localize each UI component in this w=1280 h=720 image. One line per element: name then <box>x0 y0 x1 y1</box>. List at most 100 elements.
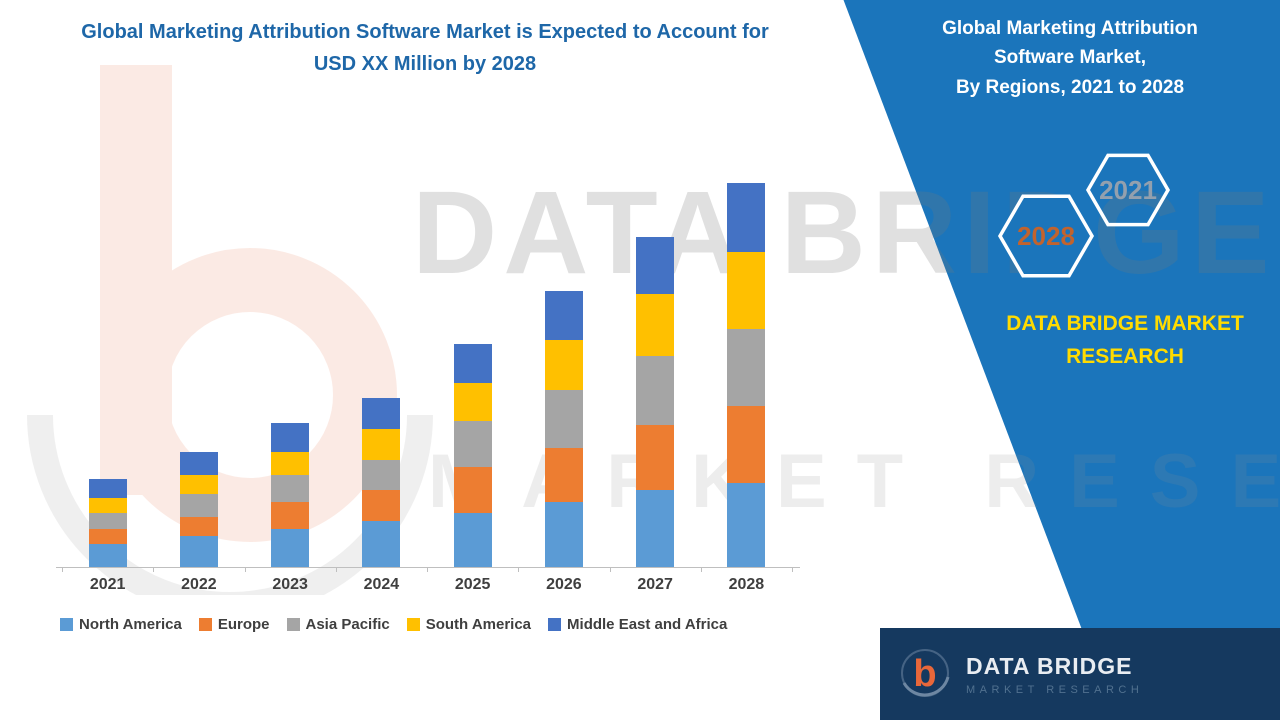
footer-logo-circle <box>901 649 949 697</box>
bar-segment-2028 <box>727 183 766 253</box>
x-axis-tick <box>427 567 428 572</box>
bar-segment-2024 <box>362 398 401 429</box>
bar-segment-2021 <box>88 544 127 567</box>
bar-segment-2023 <box>271 528 310 567</box>
stacked-bar-2024 <box>362 398 401 567</box>
legend-swatch <box>198 618 212 631</box>
bar-segment-2027 <box>636 424 675 491</box>
bar-segment-2026 <box>544 340 583 391</box>
footer-brand-subtitle: MARKET RESEARCH <box>966 683 1144 696</box>
brand-wordmark-line2: RESEARCH <box>1066 344 1184 368</box>
legend-item-asia-pacific: Asia Pacific <box>286 616 390 633</box>
legend-label: Middle East and Africa <box>567 616 728 633</box>
bar-segment-2022 <box>179 494 218 518</box>
bar-segment-2026 <box>544 501 583 567</box>
bar-slot-2028 <box>701 167 792 567</box>
legend-label: South America <box>425 616 532 633</box>
bar-segment-2021 <box>88 497 127 514</box>
legend-swatch <box>406 618 420 631</box>
x-axis-tick <box>700 567 702 572</box>
bar-segment-2028 <box>727 482 766 567</box>
legend-swatch <box>286 618 300 631</box>
bar-slot-2024 <box>336 167 427 567</box>
bar-segment-2027 <box>636 294 675 356</box>
page-title: Global Marketing Attribution Software Ma… <box>10 16 840 80</box>
x-tick-label-2025: 2025 <box>454 576 491 593</box>
bar-segment-2026 <box>544 390 583 448</box>
x-tick-label-2021: 2021 <box>89 576 126 593</box>
bar-segment-2026 <box>544 447 583 502</box>
legend-item-europe: Europe <box>198 616 270 633</box>
x-axis-tick <box>153 567 155 572</box>
bar-segment-2022 <box>179 474 218 495</box>
x-axis-labels: 2021 2022 2023 2024 2025 2026 2027 2028 <box>62 576 792 594</box>
hexagon-2021-label: 2021 <box>1099 175 1157 205</box>
bar-segment-2022 <box>179 536 218 567</box>
bar-segment-2021 <box>88 513 127 529</box>
bar-segment-2024 <box>362 459 401 491</box>
stacked-bar-2025 <box>453 344 492 567</box>
hexagon-2021 <box>1085 153 1171 227</box>
bar-segment-2025 <box>453 421 492 468</box>
hexagon-2028-label: 2028 <box>1017 221 1075 251</box>
watermark-text-databridge: DATA BRIDGE <box>412 167 1276 299</box>
x-axis-tick <box>792 567 793 572</box>
chart-legend: North America Europe Asia Pacific South Ame… <box>60 616 727 633</box>
bar-segment-2024 <box>362 520 401 567</box>
bar-segment-2025 <box>453 513 492 567</box>
x-axis-tick <box>335 567 337 572</box>
bar-segment-2025 <box>453 382 492 422</box>
x-axis-tick <box>244 567 246 572</box>
bar-slot-2025 <box>427 167 518 567</box>
bar-segment-2026 <box>544 290 583 341</box>
bar-segment-2025 <box>453 467 492 514</box>
legend-item-middle-east-and-africa: Middle East and Africa <box>548 616 727 633</box>
stacked-bar-2023 <box>271 423 310 567</box>
bar-segment-2023 <box>271 423 310 452</box>
x-tick-label-2023: 2023 <box>272 576 308 593</box>
x-tick-label-2028: 2028 <box>728 576 765 593</box>
bar-segment-2028 <box>727 405 766 483</box>
legend-swatch <box>548 618 562 631</box>
bar-segment-2027 <box>636 490 675 567</box>
x-tick-label-2026: 2026 <box>546 576 582 593</box>
x-tick-label-2022: 2022 <box>181 576 217 593</box>
bar-segment-2023 <box>271 451 310 475</box>
watermark-b-bowl <box>103 248 397 542</box>
bar-segment-2024 <box>362 428 401 460</box>
bar-segment-2027 <box>636 236 675 295</box>
side-panel-title: Global Marketing Attribution Software Ma… <box>900 14 1240 102</box>
x-axis-line <box>56 567 800 568</box>
stacked-bar-2022 <box>179 451 218 567</box>
bar-segment-2021 <box>88 478 127 498</box>
bar-segment-2022 <box>179 517 218 537</box>
x-tick-label-2024: 2024 <box>363 576 400 593</box>
legend-label: North America <box>79 616 182 633</box>
bar-segment-2025 <box>453 344 492 383</box>
bar-segment-2023 <box>271 501 310 529</box>
brand-wordmark: DATA BRIDGE MARKET RESEARCH <box>960 308 1280 373</box>
x-axis-ticks <box>62 567 793 572</box>
bar-segment-2021 <box>88 528 127 544</box>
bar-segment-2024 <box>362 490 401 521</box>
legend-item-south-america: South America <box>406 616 532 633</box>
watermark-b-stem <box>100 65 172 495</box>
x-axis-tick <box>518 567 520 572</box>
x-axis-tick <box>609 567 611 572</box>
legend-swatch <box>60 618 73 631</box>
year-hexagons: 2021 2028 <box>997 153 1171 278</box>
stacked-bar-2028 <box>727 183 766 567</box>
stacked-bar-2026 <box>544 290 583 567</box>
bar-segment-2022 <box>179 451 218 475</box>
hexagon-2028 <box>997 194 1095 278</box>
footer-logo-box: b DATA BRIDGE MARKET RESEARCH <box>880 628 1280 720</box>
footer-brand-text: DATA BRIDGE MARKET RESEARCH <box>966 653 1143 696</box>
bar-slot-2023 <box>245 167 336 567</box>
page-title-line2: USD XX Million by 2028 <box>313 53 537 75</box>
bar-segment-2028 <box>727 328 766 406</box>
legend-label: Asia Pacific <box>305 616 390 633</box>
stacked-bar-2027 <box>636 236 675 567</box>
bar-segment-2027 <box>636 355 675 425</box>
bar-slot-2022 <box>153 167 244 567</box>
